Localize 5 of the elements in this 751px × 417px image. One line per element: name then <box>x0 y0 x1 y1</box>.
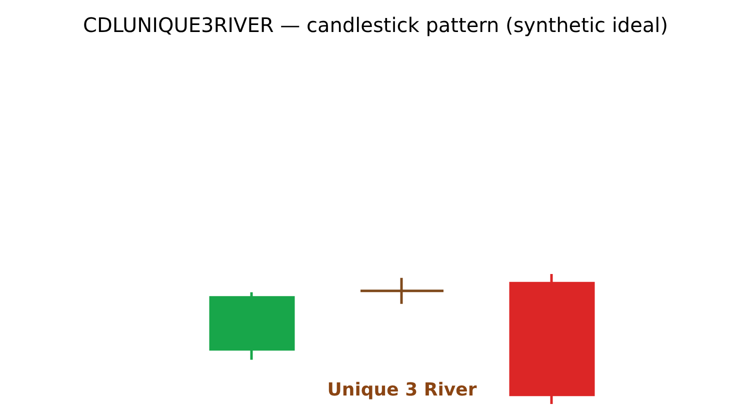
annotation: Unique 3 River <box>327 380 477 400</box>
candlestick <box>209 290 295 362</box>
candlestick <box>509 272 595 406</box>
chart-title: CDLUNIQUE3RIVER — candlestick pattern (synthetic ideal) <box>82 13 668 37</box>
candlestick <box>359 276 445 306</box>
